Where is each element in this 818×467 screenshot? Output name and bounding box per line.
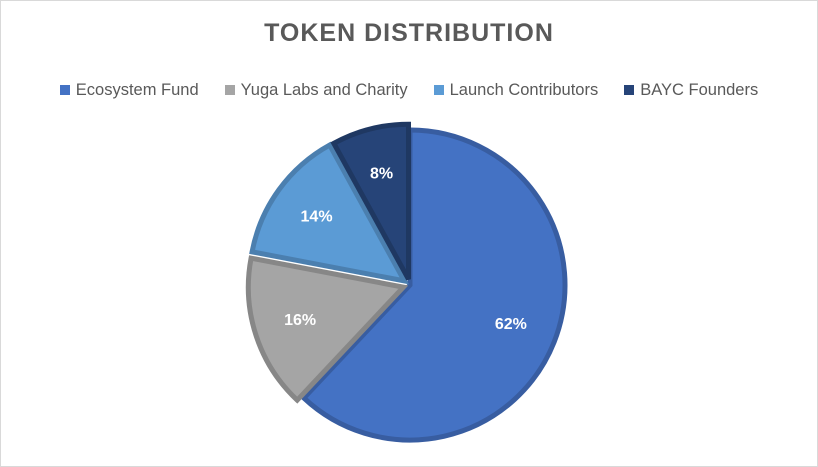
legend: Ecosystem Fund Yuga Labs and Charity Lau… bbox=[1, 79, 817, 101]
legend-swatch-yuga-labs bbox=[224, 85, 235, 95]
legend-label-launch-contributors: Launch Contributors bbox=[449, 80, 599, 99]
data-label-yuga-labs: 16% bbox=[284, 312, 316, 329]
pie-slice-launch-contributors bbox=[249, 141, 410, 285]
data-label-bayc-founders: 8% bbox=[370, 165, 393, 182]
pie-slice-ecosystem-fund bbox=[300, 127, 568, 443]
legend-item-yuga-labs: Yuga Labs and Charity bbox=[224, 79, 408, 101]
legend-swatch-bayc-founders bbox=[624, 85, 635, 95]
legend-label-bayc-founders: BAYC Founders bbox=[640, 80, 759, 99]
data-label-ecosystem-fund: 62% bbox=[495, 316, 527, 333]
legend-swatch-launch-contributors bbox=[433, 85, 444, 95]
chart-title: TOKEN DISTRIBUTION bbox=[264, 19, 554, 47]
legend-label-ecosystem-fund: Ecosystem Fund bbox=[75, 80, 199, 99]
legend-swatch-ecosystem-fund bbox=[59, 85, 70, 95]
data-label-launch-contributors: 14% bbox=[301, 208, 333, 225]
pie-slice-yuga-labs bbox=[245, 255, 409, 404]
legend-label-yuga-labs: Yuga Labs and Charity bbox=[240, 80, 408, 99]
legend-item-launch-contributors: Launch Contributors bbox=[433, 79, 599, 101]
legend-item-bayc-founders: BAYC Founders bbox=[624, 79, 758, 101]
legend-item-ecosystem-fund: Ecosystem Fund bbox=[59, 79, 199, 101]
pie-slice-bayc-founders bbox=[330, 121, 412, 281]
